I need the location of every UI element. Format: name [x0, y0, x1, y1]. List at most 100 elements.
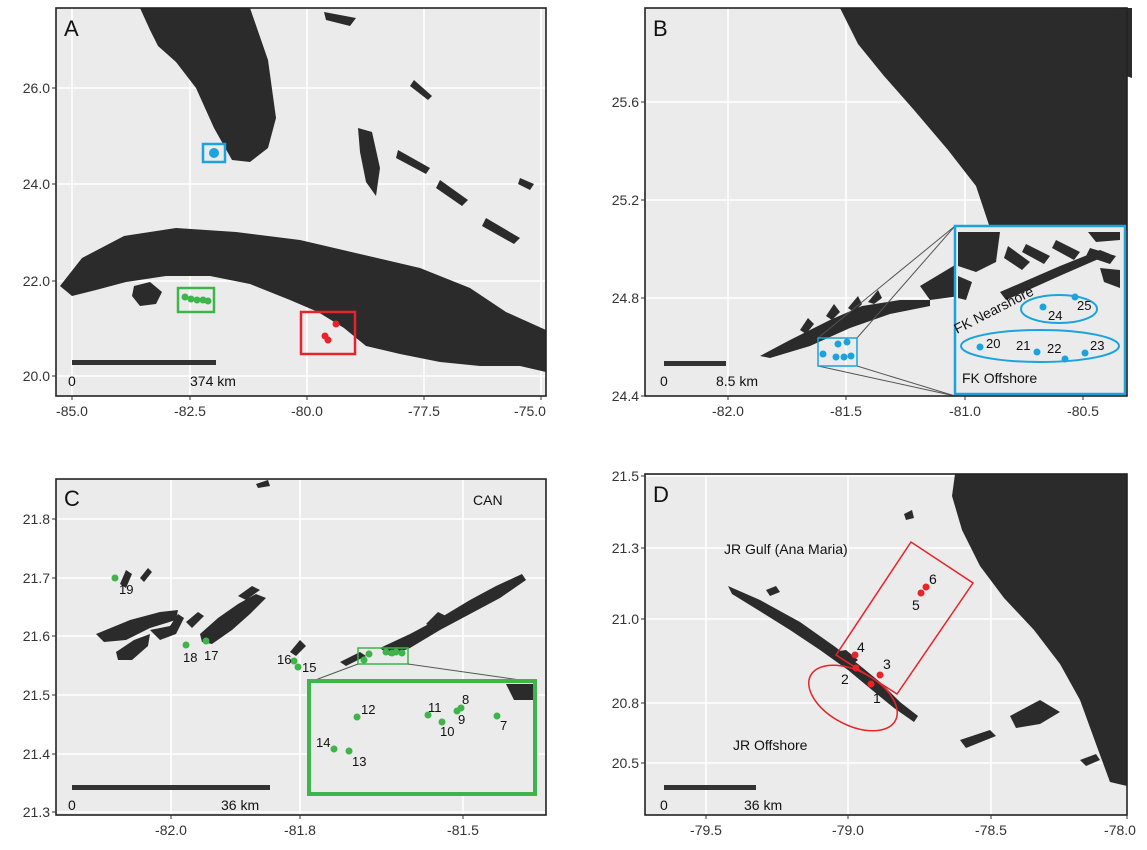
x-tick: -78.0: [1104, 822, 1136, 838]
site-2: [852, 664, 860, 672]
panel-a-x-axis: -85.0 -82.5 -80.0 -77.5 -75.0: [56, 396, 546, 419]
scalebar-start: 0: [660, 797, 668, 813]
panel-b-inset-lines: [817, 225, 956, 397]
panel-a-land: [60, 8, 546, 372]
site-label: 14: [316, 735, 330, 750]
panel-c-label: C: [64, 486, 80, 511]
x-tick: -80.0: [291, 403, 323, 419]
scalebar-start: 0: [660, 373, 668, 389]
x-tick: -81.8: [284, 822, 316, 838]
site-19: [111, 574, 119, 582]
site-label: 4: [857, 639, 865, 655]
site-label: 3: [883, 656, 891, 672]
site-label: 24: [1048, 308, 1062, 323]
site-16: [290, 657, 298, 665]
site-1: [867, 680, 875, 688]
site-label: 6: [929, 571, 937, 587]
site-label: 19: [119, 582, 133, 597]
y-tick: 21.5: [612, 468, 639, 484]
site-23: [1081, 349, 1089, 357]
fk-nearshore-ellipse: [1020, 294, 1098, 324]
site-label: 11: [428, 700, 442, 715]
x-tick: -79.5: [690, 822, 722, 838]
panel-a-grid: [56, 8, 546, 396]
panel-a-site-boxes: [176, 142, 357, 356]
x-tick: -80.5: [1067, 403, 1099, 419]
site-7: [493, 712, 501, 720]
x-tick: -79.0: [832, 822, 864, 838]
site-label: 21: [1016, 338, 1030, 353]
y-tick: 25.2: [612, 192, 639, 208]
panel-d: 1 2 3 4 5 6 JR Gulf (Ana Maria) JR Offsh…: [612, 468, 1136, 838]
panel-c-site-box: [357, 647, 409, 665]
site-label: 8: [462, 692, 469, 707]
site-15: [294, 663, 302, 671]
panel-a: 0 374 km A 20.0 22.0 24.0 26.0 -85.0 -82…: [23, 7, 547, 419]
x-tick: -82.0: [712, 403, 744, 419]
panel-b-y-axis: 24.4 24.8 25.2 25.6: [612, 94, 645, 404]
x-tick: -81.5: [447, 822, 479, 838]
jr-offshore-ellipse: [808, 664, 898, 732]
panel-d-frame: [644, 473, 1128, 816]
panel-c-scalebar: 0 36 km: [68, 785, 270, 813]
panel-a-scalebar: 0 374 km: [68, 360, 236, 389]
site-label: 16: [277, 652, 291, 667]
panel-d-land: [728, 474, 1127, 786]
x-tick: -85.0: [56, 403, 88, 419]
site-label: 20: [986, 336, 1000, 351]
panel-d-scalebar: 0 36 km: [660, 785, 782, 813]
scalebar-start: 0: [68, 797, 76, 813]
site-17: [202, 637, 210, 645]
y-tick: 24.4: [612, 388, 639, 404]
site-label: 23: [1090, 338, 1104, 353]
site-24: [1039, 303, 1047, 311]
scalebar-end: 374 km: [190, 373, 236, 389]
site-label: 9: [458, 712, 465, 727]
fk-offshore-label: FK Offshore: [962, 370, 1037, 386]
cuba-north-box: [176, 286, 216, 314]
y-tick: 20.5: [612, 755, 639, 771]
y-tick: 21.5: [23, 687, 50, 703]
x-tick: -81.0: [949, 403, 981, 419]
y-tick: 25.6: [612, 94, 639, 110]
site-6: [922, 583, 930, 591]
site-13: [345, 747, 353, 755]
can-label: CAN: [473, 492, 503, 508]
panel-a-label: A: [64, 16, 79, 41]
site-3: [876, 671, 884, 679]
panel-c-frame: [55, 478, 547, 816]
panel-b-inset: 24 25 20 21 22 23 FK Nearshore FK Offsho…: [951, 224, 1127, 396]
site-label: 15: [302, 660, 316, 675]
y-tick: 22.0: [23, 273, 50, 289]
panel-c-land: [96, 480, 526, 666]
panel-b-site-box: [817, 337, 858, 367]
florida-keys-sites: [209, 148, 219, 158]
y-tick: 20.8: [612, 695, 639, 711]
site-12: [353, 713, 361, 721]
site-label: 2: [841, 671, 849, 687]
panel-d-regions: 1 2 3 4 5 6: [808, 540, 975, 732]
site-label: 13: [352, 754, 366, 769]
x-tick: -82.0: [155, 822, 187, 838]
site-label: 1: [873, 690, 881, 706]
jr-gulf-label: JR Gulf (Ana Maria): [724, 541, 848, 557]
panel-b-frame: [644, 7, 1128, 397]
scalebar-end: 36 km: [744, 797, 782, 813]
scalebar-start: 0: [68, 373, 76, 389]
panel-d-label: D: [653, 482, 669, 507]
panel-c-grid: [56, 479, 546, 815]
site-8: [457, 704, 465, 712]
x-tick: -82.5: [174, 403, 206, 419]
fk-offshore-ellipse: [960, 329, 1120, 363]
y-tick: 24.0: [23, 176, 50, 192]
site-25: [1071, 293, 1079, 301]
y-tick: 26.0: [23, 80, 50, 96]
panel-a-y-axis: 20.0 22.0 24.0 26.0: [23, 80, 56, 384]
jr-offshore-label: JR Offshore: [733, 737, 808, 753]
panel-c: 19 18 17 16 15 12 14 13 11 10 9 8 7 CAN: [23, 478, 547, 838]
site-18: [182, 641, 190, 649]
jardines-box: [299, 310, 357, 356]
site-14: [330, 745, 338, 753]
panel-b-scalebar: 0 8.5 km: [660, 361, 758, 389]
